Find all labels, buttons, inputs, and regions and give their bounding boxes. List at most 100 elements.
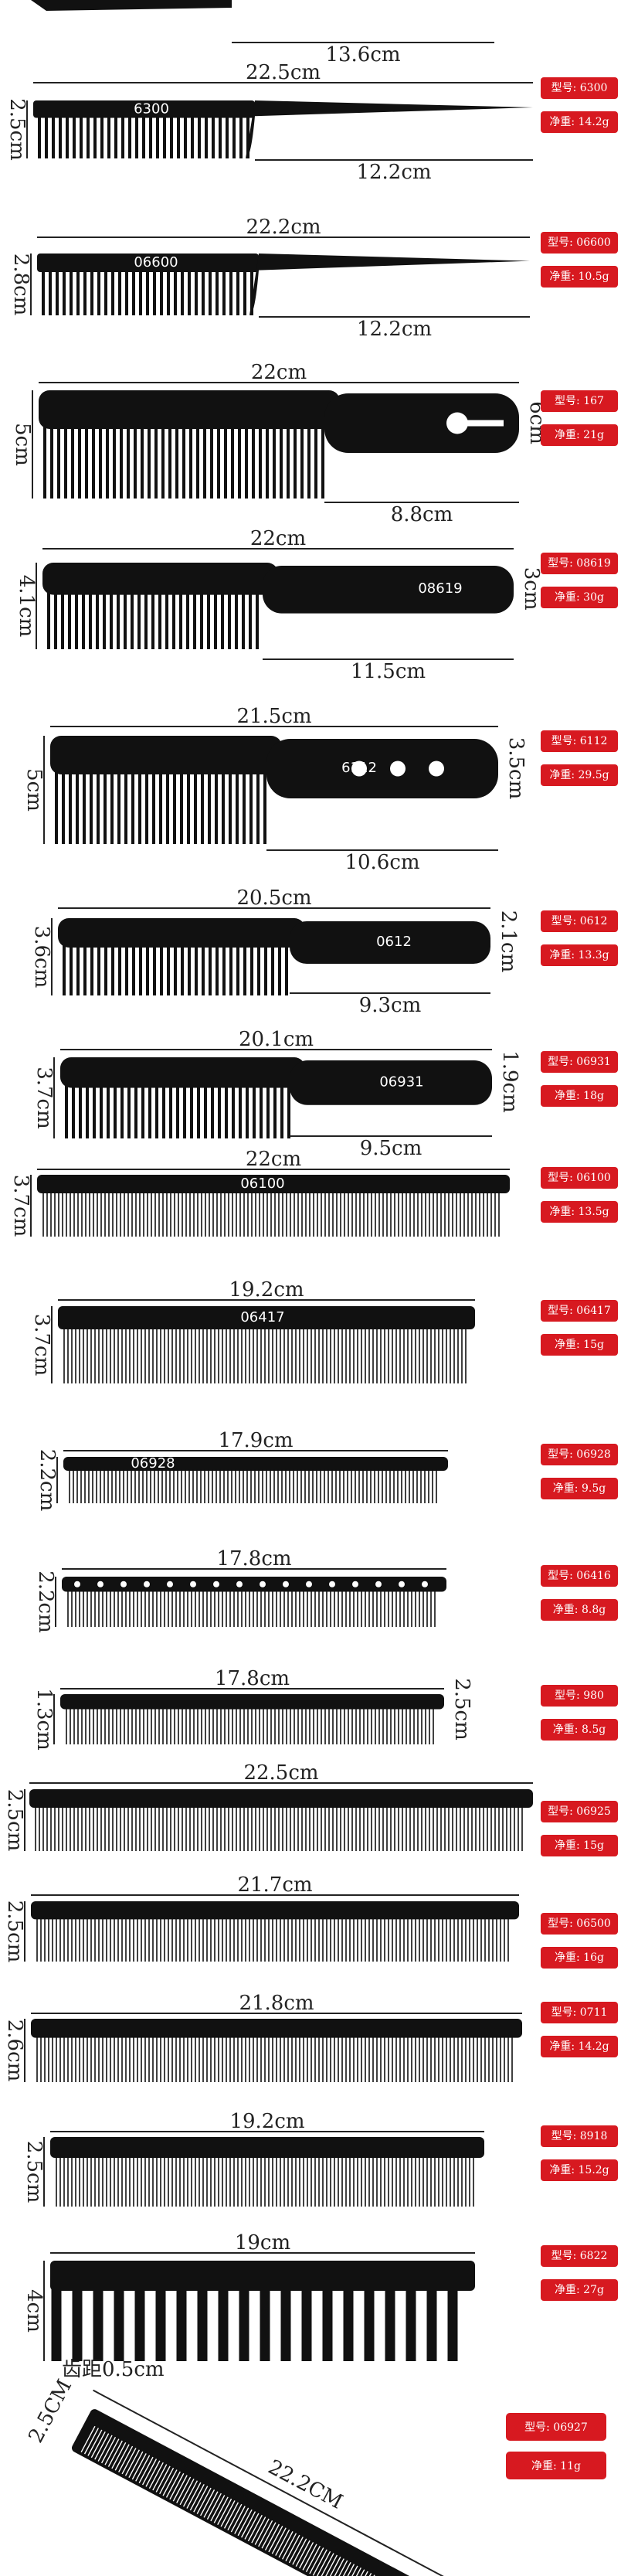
model-text: 型号: 06416 bbox=[548, 1570, 611, 1582]
comb-spine bbox=[63, 1457, 448, 1471]
width-label: 2.2cm bbox=[36, 1449, 59, 1512]
weight-tag bbox=[541, 2036, 618, 2057]
width-label: 2.2cm bbox=[34, 1570, 57, 1633]
weight-tag bbox=[541, 1478, 618, 1499]
length-label: 22.5cm bbox=[243, 1761, 318, 1785]
weight-tag bbox=[541, 2159, 618, 2181]
spine-hole bbox=[144, 1581, 150, 1587]
width-label: 5cm bbox=[22, 768, 46, 812]
comb-teeth bbox=[47, 587, 259, 649]
model-tag bbox=[541, 1300, 618, 1322]
weight-tag bbox=[541, 266, 618, 288]
model-text: 型号: 06100 bbox=[548, 1172, 611, 1184]
model-text: 型号: 167 bbox=[555, 395, 604, 407]
model-text: 型号: 06931 bbox=[548, 1056, 611, 1068]
comb-handle bbox=[266, 739, 498, 798]
comb-spine bbox=[39, 390, 340, 429]
width-label: 2.5CM bbox=[24, 2376, 76, 2447]
comb-teeth bbox=[36, 1918, 509, 1962]
length-label: 22.5cm bbox=[246, 61, 321, 84]
weight-text: 净重: 29.5g bbox=[549, 769, 609, 781]
width-label: 2.6cm bbox=[3, 2020, 26, 2082]
rotated-comb: 22.2CM 2.5CM bbox=[24, 2376, 455, 2576]
spine-hole bbox=[260, 1581, 266, 1587]
spine-hole bbox=[167, 1581, 173, 1587]
comb-teeth bbox=[67, 1590, 436, 1627]
handle-length-label: 9.5cm bbox=[360, 1137, 423, 1160]
comb-tail bbox=[246, 100, 533, 158]
length-label: 17.9cm bbox=[218, 1429, 293, 1452]
comb-spine bbox=[37, 1175, 510, 1193]
comb-spine bbox=[33, 100, 255, 118]
comb-code: 6300 bbox=[134, 100, 169, 117]
weight-text: 净重: 15.2g bbox=[549, 2164, 609, 2176]
spine-hole bbox=[190, 1581, 196, 1587]
model-text: 型号: 8918 bbox=[551, 2130, 608, 2142]
model-text: 型号: 06927 bbox=[524, 2421, 588, 2434]
handle-length-label: 9.3cm bbox=[359, 994, 422, 1017]
spine-hole bbox=[306, 1581, 312, 1587]
weight-tag bbox=[541, 1334, 618, 1356]
width-label: 2.5cm bbox=[3, 1901, 26, 1963]
model-tag bbox=[541, 1913, 618, 1935]
handle-width-label: 1.9cm bbox=[498, 1050, 521, 1113]
model-text: 型号: 6822 bbox=[551, 2250, 608, 2262]
comb-spine bbox=[37, 254, 259, 272]
length-label: 21.7cm bbox=[237, 1873, 312, 1897]
weight-tag bbox=[541, 111, 618, 133]
comb-teeth bbox=[43, 421, 324, 499]
width-label: 2.8cm bbox=[9, 254, 32, 316]
comb-spine bbox=[31, 1901, 519, 1920]
length-label: 21.5cm bbox=[236, 705, 311, 728]
comb-spine bbox=[50, 2261, 475, 2291]
weight-text: 净重: 11g bbox=[531, 2460, 581, 2472]
weight-text: 净重: 8.5g bbox=[553, 1724, 606, 1736]
model-tag bbox=[541, 910, 618, 932]
length-label: 22cm bbox=[251, 361, 307, 384]
model-text: 型号: 6112 bbox=[551, 735, 608, 747]
length-label: 19.2cm bbox=[229, 2110, 304, 2133]
handle-width-label: 3.5cm bbox=[504, 737, 528, 800]
comb-spine bbox=[42, 563, 278, 595]
comb-tail bbox=[249, 254, 530, 315]
comb-teeth bbox=[42, 1192, 500, 1237]
width-label: 1.3cm bbox=[32, 1688, 56, 1751]
weight-text: 净重: 10.5g bbox=[549, 271, 609, 283]
model-tag bbox=[541, 232, 618, 254]
model-tag bbox=[541, 2002, 618, 2023]
handle-dot bbox=[390, 761, 406, 777]
weight-text: 净重: 15g bbox=[555, 1839, 604, 1852]
comb-code: 06600 bbox=[134, 254, 178, 271]
comb-spine bbox=[29, 1789, 533, 1808]
handle-slot bbox=[457, 420, 504, 427]
weight-tag bbox=[541, 424, 618, 446]
comb-body bbox=[72, 2409, 446, 2576]
length-label: 22.2CM bbox=[264, 2455, 346, 2514]
weight-tag bbox=[506, 2452, 606, 2479]
model-tag bbox=[541, 2245, 618, 2267]
handle-dot bbox=[351, 761, 367, 777]
weight-text: 净重: 14.2g bbox=[549, 116, 609, 128]
weight-tag bbox=[541, 1085, 618, 1107]
comb-teeth bbox=[66, 1707, 434, 1744]
handle-length-label: 11.5cm bbox=[351, 660, 426, 683]
weight-text: 净重: 21g bbox=[555, 429, 604, 441]
width-label: 2.5cm bbox=[3, 1789, 26, 1852]
model-text: 型号: 980 bbox=[555, 1690, 604, 1702]
weight-text: 净重: 27g bbox=[555, 2284, 604, 2296]
handle-width-label: 2.1cm bbox=[497, 910, 520, 973]
weight-tag bbox=[541, 764, 618, 786]
comb-teeth bbox=[63, 940, 288, 995]
weight-tag bbox=[541, 944, 618, 966]
weight-text: 净重: 8.8g bbox=[553, 1604, 606, 1616]
weight-text: 净重: 9.5g bbox=[553, 1482, 606, 1495]
model-tag bbox=[541, 1051, 618, 1073]
spine-hole bbox=[74, 1581, 80, 1587]
comb-code: 06100 bbox=[240, 1176, 284, 1192]
model-text: 型号: 0612 bbox=[551, 915, 608, 927]
width-label: 3.7cm bbox=[9, 1175, 32, 1237]
weight-tag bbox=[541, 1599, 618, 1621]
spine-hole bbox=[352, 1581, 358, 1587]
comb-teeth bbox=[36, 2036, 513, 2082]
